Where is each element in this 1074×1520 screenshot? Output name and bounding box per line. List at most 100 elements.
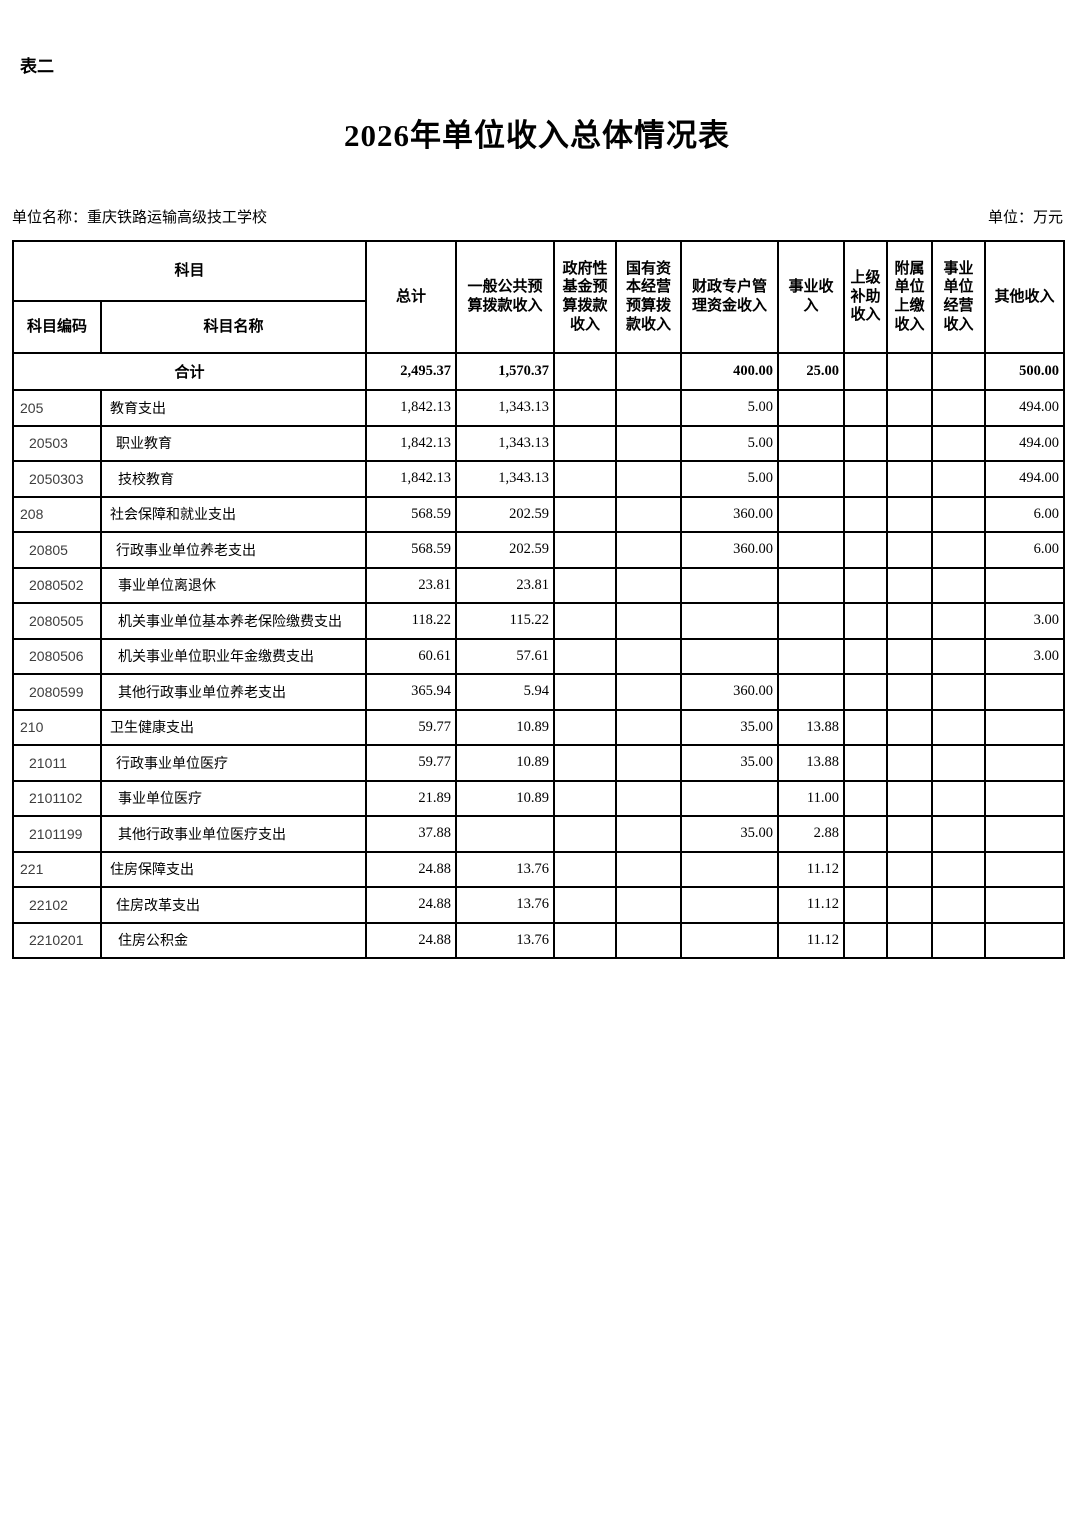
value-cell [931,495,987,533]
value-cell [886,815,934,853]
value-cell: 57.61 [455,637,556,675]
value-cell: 10.89 [455,708,556,746]
value-cell: 3.00 [984,637,1066,675]
value-cell [931,566,987,604]
value-cell [886,460,934,498]
value-cell [553,566,618,604]
subject-name-cell: 住房改革支出 [99,886,368,924]
value-cell [886,673,934,711]
value-cell [886,850,934,888]
value-cell [615,424,683,462]
value-cell: 1,343.13 [455,424,556,462]
value-cell [553,744,618,782]
value-cell: 5.00 [680,389,780,427]
value-cell [553,886,618,924]
value-cell [553,531,618,569]
value-cell [777,602,846,640]
value-cell: 202.59 [455,531,556,569]
table-body: 合计 2,495.37 1,570.37 400.00 25.00 500.00 205… [11,352,1066,959]
value-cell [777,424,846,462]
table-row: 2101102 事业单位医疗 21.89 10.89 11.00 [12,779,1066,817]
subject-name-cell: 住房公积金 [99,921,368,959]
value-cell: 118.22 [365,602,458,640]
total-value-cell: 25.00 [777,352,846,391]
value-cell [615,566,683,604]
value-cell: 10.89 [455,779,556,817]
header-col: 财政专户管理资金收入 [680,240,780,354]
table-row: 2080506 机关事业单位职业年金缴费支出 60.61 57.61 3.00 [12,637,1066,675]
value-cell [886,531,934,569]
header-row-sub: 科目编码 科目名称 [12,300,1064,354]
table-row: 2101199 其他行政事业单位医疗支出 37.88 35.00 2.88 [12,815,1066,853]
subject-name-cell: 行政事业单位医疗 [99,744,368,782]
unit-of-measure-label: 单位：万元 [987,210,1063,226]
value-cell [843,886,889,924]
value-cell [931,637,987,675]
value-cell [931,673,987,711]
value-cell [984,566,1066,604]
value-cell: 494.00 [984,424,1066,462]
header-col: 一般公共预算拨款收入 [455,240,556,354]
value-cell [843,424,889,462]
table-row: 20503 职业教育 1,842.13 1,343.13 5.00 494.00 [12,424,1066,462]
value-cell [843,602,889,640]
value-cell: 1,842.13 [365,389,458,427]
page-title: 2026年单位收入总体情况表 [344,118,730,153]
value-cell [843,637,889,675]
header-subject-name: 科目名称 [99,300,368,354]
value-cell: 11.12 [777,921,846,959]
subject-code-cell: 2050303 [12,460,102,498]
table-row: 205 教育支出 1,842.13 1,343.13 5.00 494.00 [12,389,1066,427]
value-cell [886,886,934,924]
value-cell [615,744,683,782]
subject-name-cell: 卫生健康支出 [99,708,368,746]
subject-code-cell: 2080505 [12,602,102,640]
value-cell [615,673,683,711]
value-cell [553,495,618,533]
value-cell [984,744,1066,782]
subject-code-cell: 22102 [12,886,102,924]
value-cell [931,531,987,569]
value-cell [553,850,618,888]
subject-code-cell: 20805 [12,531,102,569]
subject-name-cell: 事业单位医疗 [99,779,368,817]
value-cell [553,602,618,640]
value-cell: 23.81 [455,566,556,604]
value-cell: 11.12 [777,850,846,888]
value-cell: 24.88 [365,850,458,888]
value-cell [615,815,683,853]
header-col: 总计 [365,240,458,354]
value-cell [843,779,889,817]
value-cell [984,921,1066,959]
value-cell [615,921,683,959]
value-cell: 13.88 [777,708,846,746]
value-cell [931,602,987,640]
total-value-cell [553,352,618,391]
value-cell [615,602,683,640]
value-cell [680,850,780,888]
form-number-label: 表二 [20,57,54,76]
income-overview-table: 科目 总计 一般公共预算拨款收入 政府性基金预算拨款收入 国有资本经营预算拨款收入 财政… [11,240,1066,959]
value-cell: 13.76 [455,850,556,888]
subject-code-cell: 205 [12,389,102,427]
value-cell: 13.76 [455,921,556,959]
total-value-cell: 400.00 [680,352,780,391]
subject-name-cell: 机关事业单位基本养老保险缴费支出 [99,602,368,640]
value-cell [615,389,683,427]
subject-name-cell: 行政事业单位养老支出 [99,531,368,569]
value-cell: 5.00 [680,424,780,462]
value-cell [843,815,889,853]
value-cell [843,921,889,959]
value-cell: 5.00 [680,460,780,498]
header-col: 其他收入 [984,240,1066,354]
table-row: 221 住房保障支出 24.88 13.76 11.12 [12,850,1066,888]
value-cell [777,389,846,427]
table-row: 2210201 住房公积金 24.88 13.76 11.12 [12,921,1066,959]
value-cell [777,637,846,675]
value-cell [553,460,618,498]
subject-name-cell: 机关事业单位职业年金缴费支出 [99,637,368,675]
meta-row: 单位名称：重庆铁路运输高级技工学校 单位：万元 [12,206,1063,227]
value-cell: 37.88 [365,815,458,853]
subject-code-cell: 208 [12,495,102,533]
value-cell [680,637,780,675]
